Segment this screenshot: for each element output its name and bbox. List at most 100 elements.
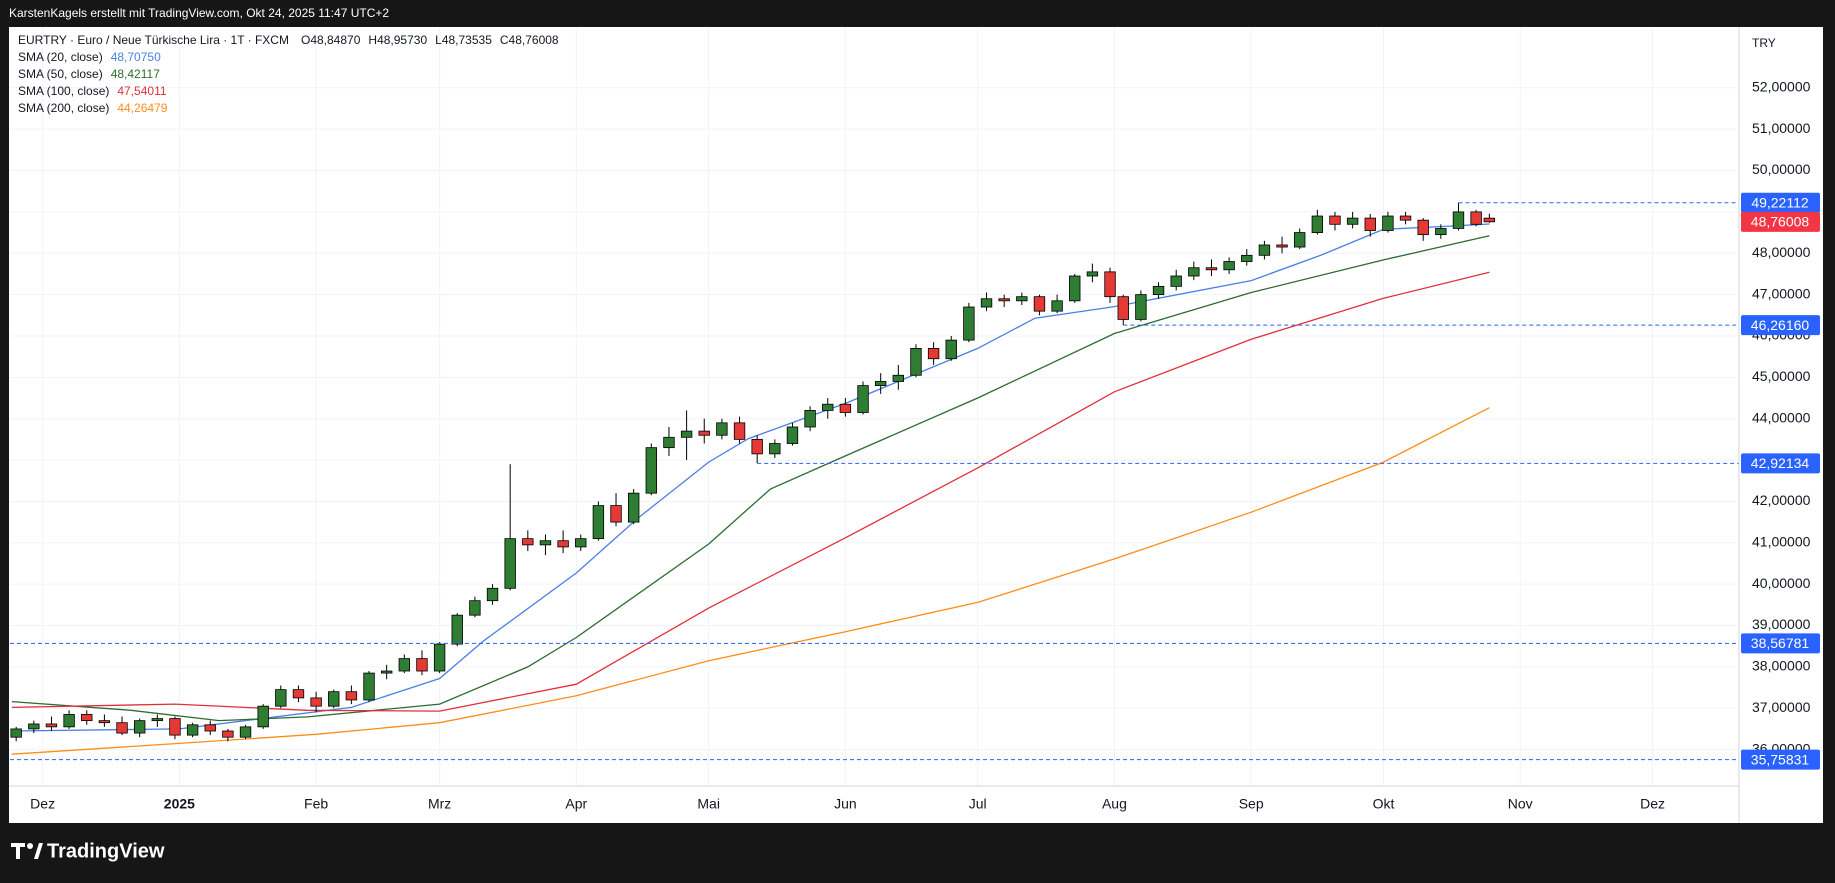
- y-tick-label: 37,00000: [1752, 699, 1811, 715]
- legend-name: SMA (50, close): [18, 67, 103, 81]
- candle-body: [1170, 275, 1182, 287]
- legend-row: SMA (200, close) 44,26479: [18, 101, 168, 115]
- candle-body: [733, 422, 746, 440]
- candle-body: [1104, 271, 1116, 298]
- candle-body: [133, 720, 146, 734]
- candle-body: [292, 689, 305, 699]
- candle-body: [980, 298, 993, 308]
- ohlc-key: L: [435, 33, 442, 47]
- candle-body: [1241, 254, 1253, 262]
- candle-body: [927, 347, 940, 360]
- candle-body: [486, 587, 499, 602]
- candle-body: [433, 643, 446, 672]
- legend-symbol-line: EURTRY · Euro / Neue Türkische Lira · 1T…: [18, 33, 559, 47]
- candle-body: [98, 720, 111, 724]
- candle-body: [1399, 215, 1412, 221]
- candle-body: [63, 714, 75, 728]
- candle-body: [1051, 300, 1063, 312]
- logo-mark: [34, 843, 43, 859]
- currency-label: TRY: [1752, 36, 1776, 50]
- candle-body: [45, 723, 58, 728]
- legend-value: 44,26479: [117, 101, 167, 115]
- ohlc-key: C: [500, 33, 509, 47]
- candle-body: [275, 689, 287, 707]
- y-tick-label: 50,00000: [1752, 161, 1811, 177]
- legend: EURTRY · Euro / Neue Türkische Lira · 1T…: [18, 33, 559, 115]
- ohlc-key: H: [368, 33, 377, 47]
- candle-body: [610, 505, 622, 523]
- x-tick-label: 2025: [164, 796, 195, 812]
- legend-name: SMA (20, close): [18, 50, 103, 64]
- candle-body: [204, 724, 216, 732]
- candle-body: [539, 540, 552, 546]
- plot-area: [10, 202, 1739, 761]
- candle-body: [1258, 244, 1271, 256]
- level-label: 35,75831: [1751, 751, 1810, 767]
- y-tick-label: 40,00000: [1752, 575, 1811, 591]
- candle-body: [1435, 228, 1447, 236]
- sma-line: [11, 235, 1490, 722]
- candle-body: [822, 403, 834, 411]
- logo-dot: [27, 843, 33, 849]
- candle-body: [469, 600, 481, 616]
- candle-body: [627, 492, 640, 523]
- candle-body: [716, 422, 728, 436]
- x-tick-label: Feb: [304, 796, 328, 812]
- candle-body: [310, 697, 322, 707]
- x-tick-label: Mai: [697, 796, 720, 812]
- level-label: 46,26160: [1751, 317, 1810, 333]
- y-tick-label: 38,00000: [1752, 658, 1811, 674]
- candle-body: [398, 658, 411, 672]
- x-tick-label: Dez: [1640, 796, 1665, 812]
- candle-body: [592, 505, 605, 540]
- y-tick-label: 45,00000: [1752, 368, 1811, 384]
- candle-body: [1329, 215, 1341, 225]
- candle-body: [575, 538, 587, 548]
- legend-row: SMA (50, close) 48,42117: [18, 67, 160, 81]
- level-tag: [1741, 749, 1820, 770]
- candle-body: [116, 722, 128, 734]
- level-tag: [1741, 315, 1820, 336]
- candle-body: [874, 381, 887, 387]
- legend-name: SMA (200, close): [18, 101, 109, 115]
- candle-body: [751, 438, 763, 455]
- grid: [10, 27, 1739, 786]
- ohlc-value: 48,84870: [310, 33, 360, 47]
- symbol: EURTRY · Euro / Neue Türkische Lira · 1T…: [18, 33, 289, 47]
- y-tick-label: 39,00000: [1752, 616, 1811, 632]
- ohlc-value: 48,73535: [442, 33, 492, 47]
- x-tick-label: Sep: [1239, 796, 1264, 812]
- candle-body: [645, 447, 658, 494]
- candle-body: [698, 430, 710, 436]
- candle-body: [1417, 219, 1429, 236]
- candle-body: [522, 538, 534, 546]
- x-tick-label: Jul: [969, 796, 987, 812]
- candle-body: [892, 374, 905, 382]
- candle-body: [963, 306, 975, 341]
- level-tag: [1741, 453, 1820, 474]
- candle-body: [504, 538, 516, 589]
- x-tick-label: Dez: [30, 796, 55, 812]
- candle-body: [28, 723, 40, 730]
- logo-mark: [11, 843, 25, 859]
- ohlc-value: 48,76008: [509, 33, 559, 47]
- y-tick-label: 51,00000: [1752, 120, 1811, 136]
- candle-body: [451, 614, 463, 645]
- candle-body: [1069, 275, 1081, 302]
- candle-body: [680, 430, 693, 438]
- legend-name: SMA (100, close): [18, 84, 109, 98]
- legend-value: 48,42117: [111, 67, 160, 81]
- x-tick-label: Okt: [1373, 796, 1395, 812]
- candle-body: [416, 658, 428, 672]
- footer-logo: TradingView: [11, 840, 165, 862]
- header: KarstenKagels erstellt mit TradingView.c…: [9, 6, 389, 20]
- candle-body: [1205, 267, 1218, 271]
- candle-body: [1188, 267, 1200, 277]
- candle-body: [910, 347, 922, 376]
- candle-body: [328, 691, 340, 707]
- y-tick-label: 52,00000: [1752, 79, 1811, 95]
- sma-line: [11, 223, 1490, 732]
- y-tick-label: 47,00000: [1752, 285, 1811, 301]
- ohlc-value: 48,95730: [377, 33, 427, 47]
